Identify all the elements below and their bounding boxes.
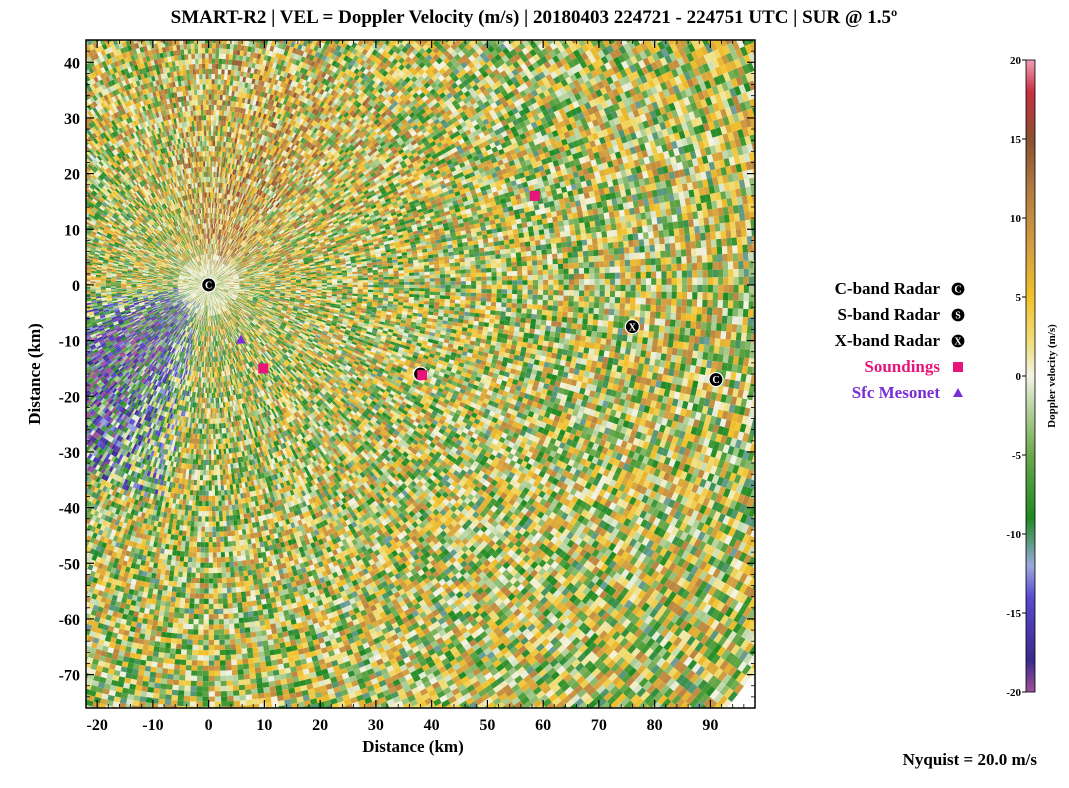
velocity-gate <box>209 342 210 347</box>
velocity-gate <box>168 284 173 285</box>
velocity-gate <box>208 249 209 254</box>
velocity-gate <box>209 239 210 244</box>
velocity-gate <box>255 283 260 284</box>
velocity-gate <box>207 326 208 331</box>
velocity-gate <box>147 284 152 285</box>
velocity-gate <box>208 228 209 233</box>
velocity-gate <box>209 228 210 233</box>
velocity-gate <box>207 336 208 341</box>
velocity-gate <box>209 223 210 228</box>
velocity-gate <box>208 234 209 239</box>
velocity-gate <box>152 285 157 286</box>
velocity-gate <box>209 249 210 254</box>
velocity-gate <box>209 234 210 239</box>
velocity-gate <box>207 228 208 233</box>
velocity-gate <box>173 284 178 285</box>
velocity-gate <box>245 285 250 286</box>
velocity-gate <box>208 239 209 244</box>
velocity-gate <box>260 286 265 287</box>
velocity-gate <box>208 336 209 341</box>
velocity-gate <box>265 285 270 286</box>
velocity-gate <box>208 331 209 336</box>
velocity-gate <box>208 321 209 326</box>
velocity-gate <box>240 285 245 286</box>
velocity-gate <box>209 326 210 331</box>
velocity-gate <box>209 228 210 233</box>
velocity-gate <box>157 285 162 286</box>
velocity-gate <box>245 284 250 285</box>
velocity-gate <box>173 285 178 286</box>
chart-title: SMART-R2 | VEL = Doppler Velocity (m/s) … <box>171 7 898 28</box>
velocity-gate <box>250 284 255 285</box>
velocity-gate <box>168 285 173 286</box>
velocity-gate <box>209 331 210 336</box>
velocity-gate <box>209 326 210 331</box>
velocity-gate <box>208 244 209 249</box>
velocity-gate <box>260 284 265 285</box>
velocity-gate <box>255 285 260 286</box>
velocity-gate <box>157 284 162 285</box>
velocity-gate <box>240 285 245 286</box>
velocity-gate <box>208 342 209 347</box>
velocity-gate <box>265 283 270 284</box>
velocity-gate <box>152 284 157 285</box>
velocity-gate <box>208 316 209 321</box>
velocity-gate <box>152 286 157 287</box>
velocity-gate <box>250 286 255 287</box>
velocity-gate <box>209 244 210 249</box>
velocity-gate <box>250 285 255 286</box>
velocity-gate <box>209 239 210 244</box>
velocity-gate <box>240 284 245 285</box>
velocity-gate <box>209 316 210 321</box>
velocity-gate <box>209 249 210 254</box>
velocity-gate <box>260 285 265 286</box>
velocity-gate <box>207 239 208 244</box>
velocity-gate <box>265 284 270 285</box>
velocity-gate <box>157 283 162 284</box>
velocity-gate <box>162 284 167 285</box>
velocity-gate <box>147 285 152 286</box>
velocity-gate <box>208 326 209 331</box>
velocity-gate <box>209 336 210 341</box>
velocity-gate <box>162 285 167 286</box>
velocity-gate <box>209 336 210 341</box>
velocity-gate <box>147 283 152 284</box>
velocity-gate <box>209 316 210 321</box>
velocity-gate <box>162 286 167 287</box>
velocity-gate <box>209 321 210 326</box>
velocity-gate <box>255 284 260 285</box>
velocity-gate <box>173 285 178 286</box>
